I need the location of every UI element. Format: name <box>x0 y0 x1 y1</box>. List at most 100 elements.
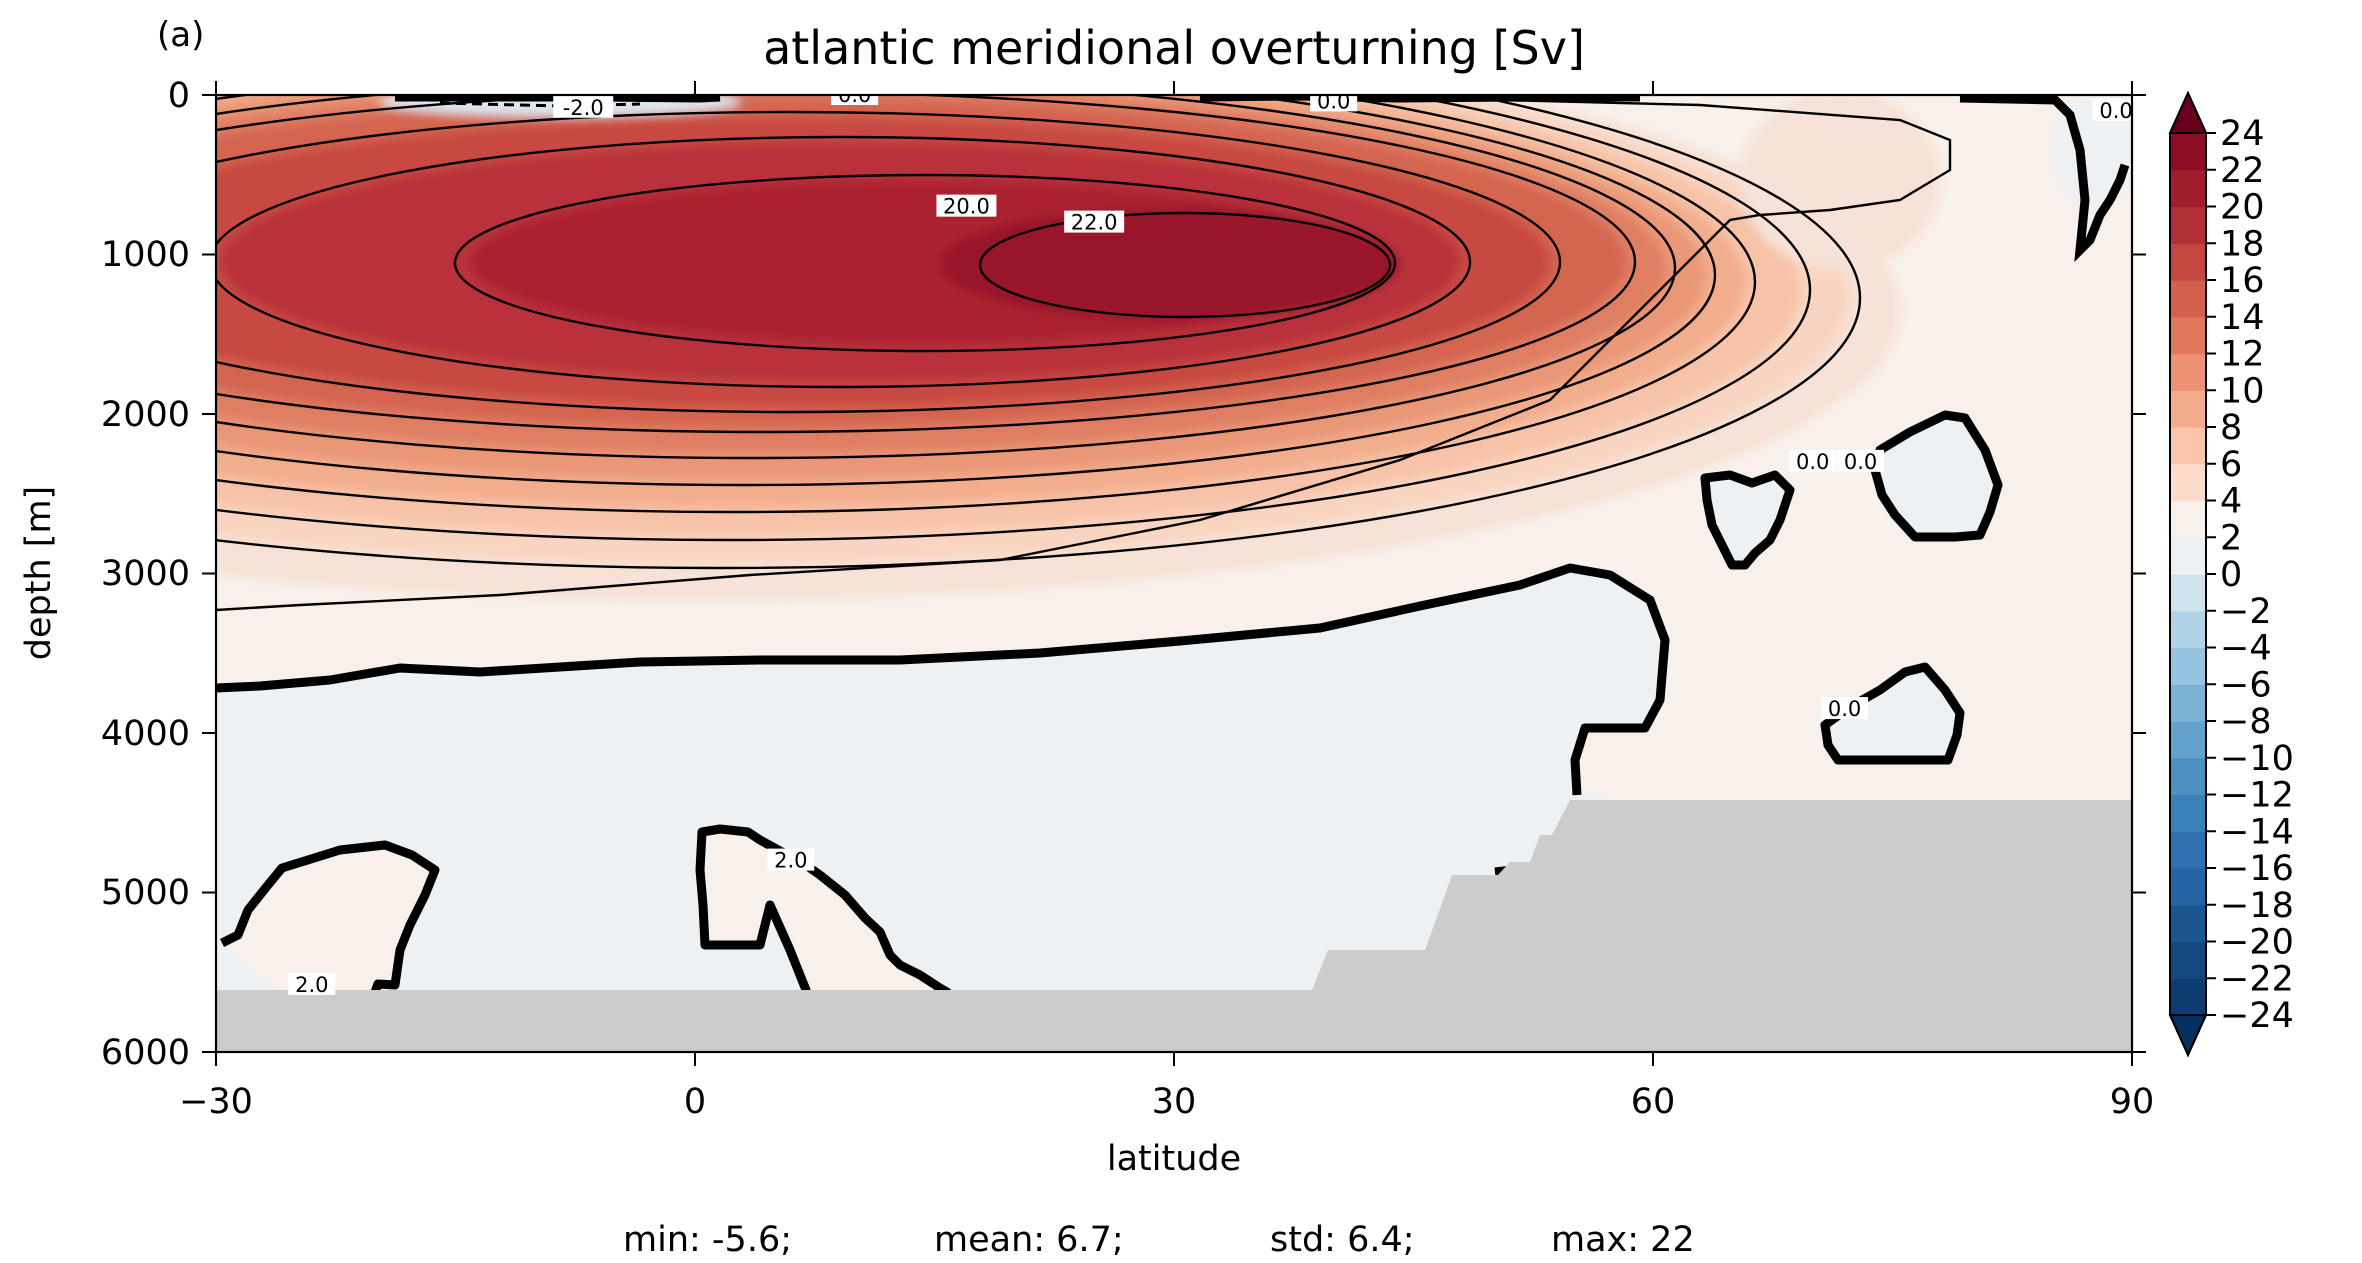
contour-label-text: 0.0 <box>1317 89 1350 113</box>
deep-positive-cell-west <box>219 840 440 1052</box>
zero-contour-main <box>216 563 1670 796</box>
colorbar-tick-label: 12 <box>2220 335 2265 375</box>
zero-contour-surface <box>395 95 2130 263</box>
contour-label-text: 0.0 <box>1796 450 1829 474</box>
contour-lines <box>216 95 1952 612</box>
colorbar-bin <box>2170 794 2206 832</box>
x-tick-label: 30 <box>1152 1082 1197 1122</box>
contour-label: 0.0 <box>2092 98 2132 123</box>
colorbar-bin <box>2170 684 2206 722</box>
colorbar-bin <box>2170 353 2206 391</box>
colorbar-bin <box>2170 941 2206 979</box>
field-layer <box>216 95 2132 600</box>
stats-line: min: -5.6; mean: 6.7; std: 6.4; max: 22 <box>623 1220 1695 1260</box>
colorbar-extend-max <box>2168 90 2208 134</box>
colorbar-tick-label: 20 <box>2220 188 2265 228</box>
colorbar-tick-label: 2 <box>2220 518 2242 558</box>
contour-label: 0.0 <box>1789 449 1837 474</box>
contour-label: 2.0 <box>767 848 815 873</box>
contour-label-text: 0.0 <box>2099 99 2132 123</box>
y-tick-label: 5000 <box>101 873 190 913</box>
contour-20 <box>453 173 1397 353</box>
contour-label: -2.0 <box>553 95 614 120</box>
stat-min: min: -5.6; <box>623 1220 792 1260</box>
contour-label: 22.0 <box>1064 210 1125 235</box>
colorbar-bin <box>2170 390 2206 428</box>
contour-22 <box>978 211 1392 319</box>
colorbar-bin <box>2170 427 2206 465</box>
colorbar-tick-label: 4 <box>2220 482 2242 522</box>
colorbar-bin <box>2170 500 2206 538</box>
y-tick: 6000 <box>101 1033 2146 1073</box>
colorbar-bin <box>2170 978 2206 1016</box>
stat-std: std: 6.4; <box>1270 1220 1415 1260</box>
contour-label: 20.0 <box>936 194 997 219</box>
colorbar-bin <box>2170 133 2206 171</box>
contour-label-box <box>1789 449 1837 472</box>
contour-label-box <box>553 95 614 118</box>
contour-label-layer: -2.0 0.0 0.0 0.0 20.0 22.0 0.0 0.0 0.0 2.0 2.0 <box>288 89 2132 997</box>
y-axis-label: depth [m] <box>19 486 59 660</box>
contour-14 <box>216 95 1636 434</box>
contour-label-text: 0.0 <box>1828 697 1861 721</box>
colorbar-tick-label: 24 <box>2220 114 2265 154</box>
plot-area: -2.0 0.0 0.0 0.0 20.0 22.0 0.0 0.0 0.0 2.0 2.0 −30… <box>19 76 2155 1179</box>
contour-label-box <box>1821 697 1869 720</box>
colorbar-tick-label: −22 <box>2220 959 2294 999</box>
colorbar-tick-label: −20 <box>2220 923 2294 963</box>
contour-label: 0.0 <box>831 95 879 107</box>
contour-label-box <box>1837 449 1885 472</box>
colorbar-tick-label: 16 <box>2220 261 2265 301</box>
contour-label-box <box>1064 210 1125 233</box>
contour-label-box <box>1310 95 1358 112</box>
y-tick: 4000 <box>101 714 2146 754</box>
y-axis: 0 1000 2000 3000 4000 <box>19 76 2146 1073</box>
colorbar-tick-label: 18 <box>2220 224 2265 264</box>
contour-6 <box>216 95 1811 542</box>
contour-label: 0.0 <box>1310 89 1358 113</box>
colorbar-bin <box>2170 243 2206 281</box>
contour-label-box <box>936 194 997 217</box>
colorbar-tick-label: −8 <box>2220 702 2272 742</box>
x-tick-label: 90 <box>2110 1082 2155 1122</box>
colorbar-bin <box>2170 647 2206 685</box>
x-tick: 0 <box>684 81 706 1122</box>
colorbar-bin <box>2170 757 2206 796</box>
negative-cell-c <box>1820 662 1965 765</box>
colorbar-bin <box>2170 868 2206 906</box>
colorbar-tick-label: −2 <box>2220 592 2272 632</box>
y-tick: 3000 <box>101 554 2146 594</box>
contour-label-text: 2.0 <box>295 973 328 997</box>
contour-8 <box>216 95 1756 514</box>
contour-label-text: 0.0 <box>1844 450 1877 474</box>
x-tick: −30 <box>179 81 253 1122</box>
colorbar-bin <box>2170 280 2206 318</box>
colorbar-tick-label: −10 <box>2220 739 2294 779</box>
contour-18 <box>216 135 1472 389</box>
colorbar: 242220181614121086420−2−4−6−8−10−12−14−1… <box>2168 90 2294 1058</box>
negative-cell-b <box>1870 410 2003 542</box>
x-axis-label: latitude <box>1107 1139 1241 1179</box>
colorbar-tick-label: −6 <box>2220 665 2272 705</box>
y-tick-label: 1000 <box>101 235 190 275</box>
colorbar-tick-label: 22 <box>2220 151 2265 191</box>
colorbar-tick-label: 8 <box>2220 408 2242 448</box>
chart-title: atlantic meridional overturning [Sv] <box>763 21 1585 75</box>
colorbar-extend-min <box>2168 1014 2208 1058</box>
contour-label: 0.0 <box>1837 449 1885 474</box>
colorbar-tick-label: 14 <box>2220 298 2265 338</box>
colorbar-bin <box>2170 904 2206 943</box>
colorbar-bin <box>2170 463 2206 502</box>
y-tick-label: 6000 <box>101 1033 190 1073</box>
x-tick-label: 0 <box>684 1082 706 1122</box>
colorbar-tick-label: −18 <box>2220 886 2294 926</box>
y-tick-label: 0 <box>168 76 190 116</box>
colorbar-tick-label: −24 <box>2220 996 2294 1036</box>
colorbar-tick-label: 0 <box>2220 555 2242 595</box>
contour-label: 2.0 <box>288 973 336 997</box>
contour-label: 0.0 <box>1821 697 1869 721</box>
y-tick: 0 <box>168 76 2146 116</box>
contour-label-text: 2.0 <box>774 849 807 873</box>
overflow-cell <box>1740 95 1940 270</box>
